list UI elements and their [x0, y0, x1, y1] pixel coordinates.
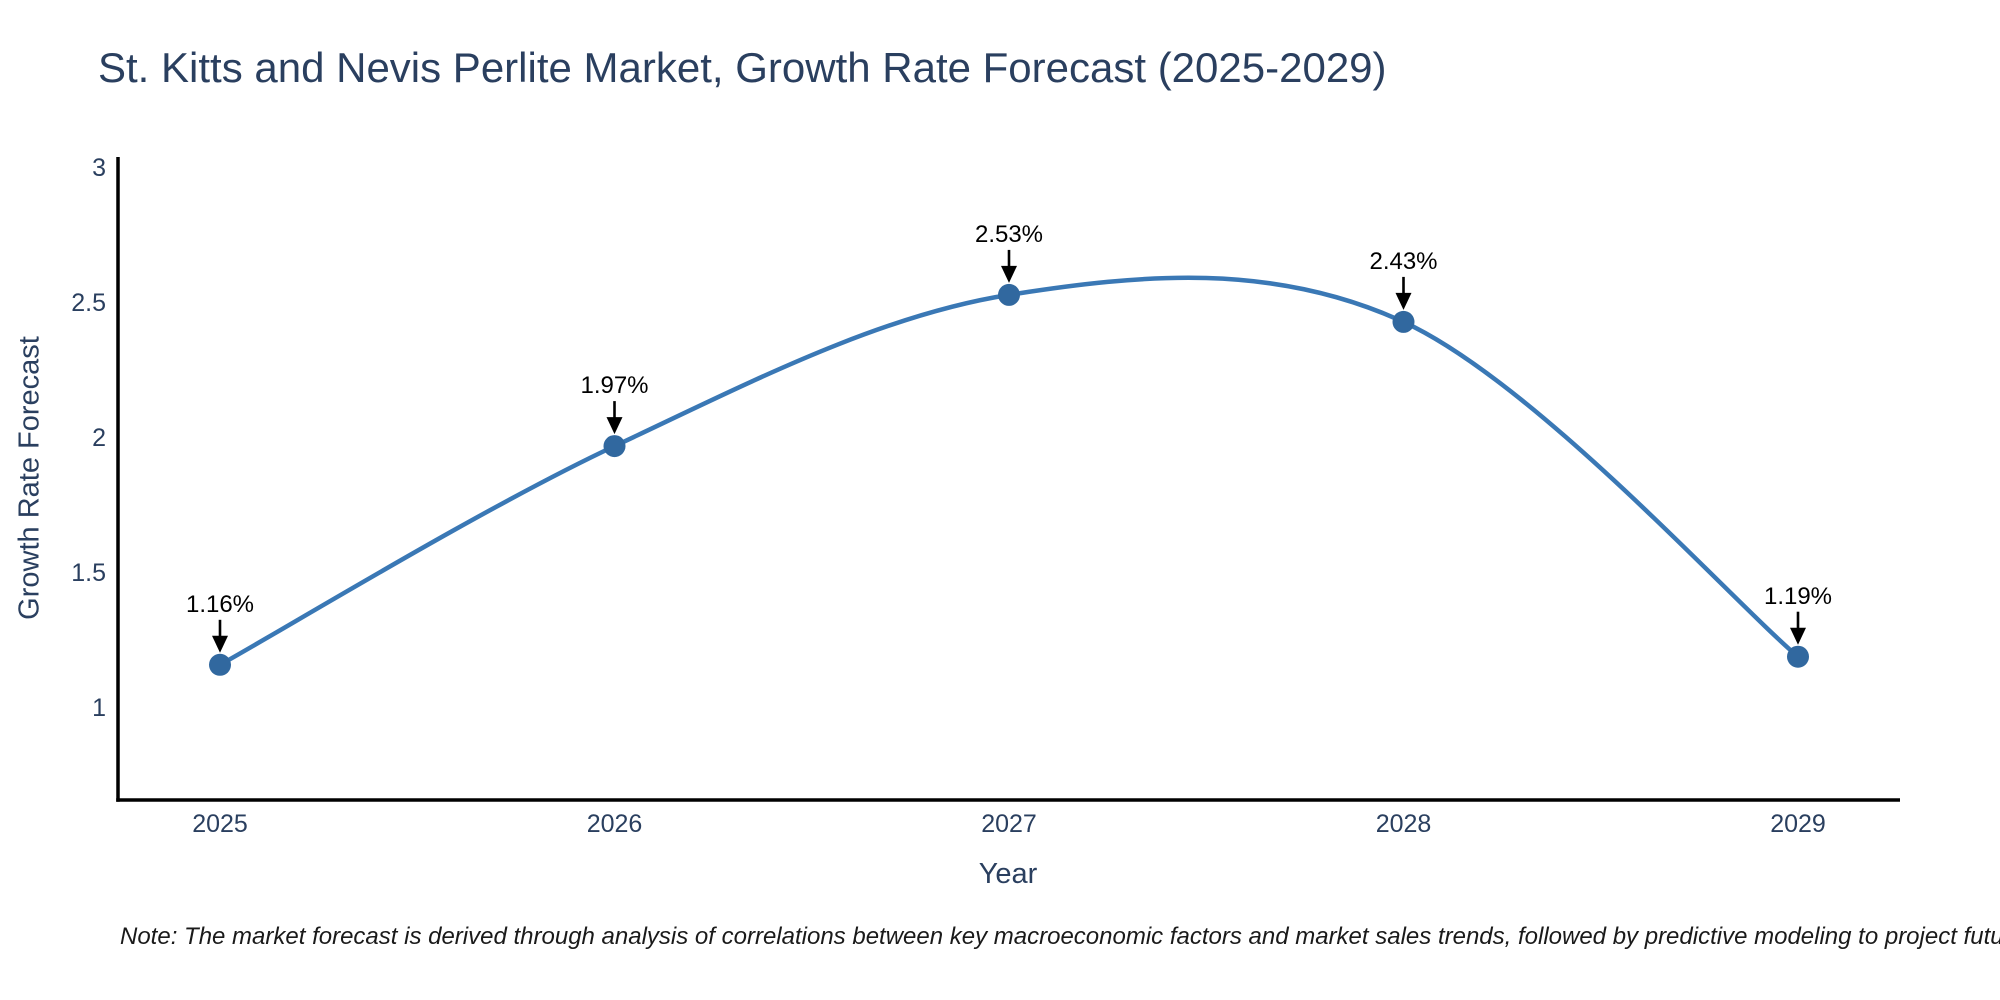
x-tick-label: 2027	[981, 810, 1037, 838]
annotation-arrows	[212, 249, 1806, 653]
series-line	[217, 275, 1801, 668]
y-tick-label: 1	[92, 694, 106, 722]
x-tick-label: 2026	[586, 810, 643, 838]
data-point-marker	[603, 435, 626, 458]
footnote: Note: The market forecast is derived thr…	[120, 923, 2000, 950]
x-tick-label: 2028	[1375, 810, 1432, 838]
data-point-marker	[209, 653, 231, 676]
y-tick-label: 1.5	[71, 559, 106, 587]
x-tick-label: 2025	[192, 810, 248, 838]
annotation-arrow-head	[1001, 265, 1017, 283]
annotation-label: 2.43%	[1369, 247, 1438, 275]
y-tick-label: 2.5	[71, 289, 106, 317]
x-tick-label: 2029	[1770, 810, 1826, 838]
annotation-label: 1.16%	[185, 590, 255, 618]
y-tick-label: 2	[92, 424, 106, 452]
x-axis-title-text: Year	[978, 858, 1038, 890]
annotation-label: 2.53%	[974, 220, 1044, 248]
y-tick-label: 3	[92, 154, 106, 182]
chart-title: St. Kitts and Nevis Perlite Market, Grow…	[98, 44, 1387, 91]
annotation-arrow-head	[1395, 292, 1412, 310]
annotation-arrow-head	[212, 635, 228, 653]
annotation-label: 1.19%	[1763, 582, 1833, 610]
line-series	[209, 275, 1809, 676]
annotation-label: 1.97%	[580, 372, 649, 400]
annotation-arrow-head	[1790, 627, 1806, 645]
data-point-marker	[1392, 310, 1415, 333]
annotation-arrow-head	[606, 417, 623, 435]
data-point-marker	[998, 283, 1020, 306]
data-point-marker	[1787, 645, 1809, 668]
